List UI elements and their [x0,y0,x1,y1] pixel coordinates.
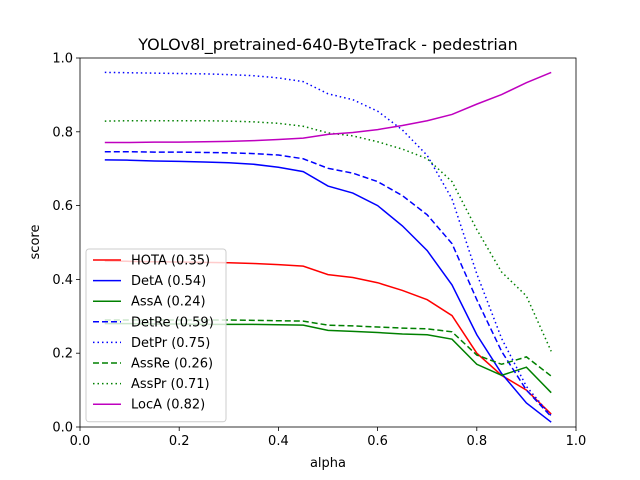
y-tick-label: 0.0 [52,421,73,436]
legend-entry-label: DetPr (0.75) [131,336,210,351]
legend-entry-label: AssA (0.24) [131,295,206,310]
y-tick-label: 0.6 [52,199,73,214]
x-tick-label: 0.8 [466,434,487,449]
series-line-6 [104,119,552,352]
x-tick-label: 0.0 [70,434,91,449]
y-axis-label: score [28,225,43,260]
legend-entry-label: LocA (0.82) [131,398,205,413]
legend-entry-label: AssPr (0.71) [131,377,210,392]
x-axis-label: alpha [310,456,346,471]
legend: HOTA (0.35) DetA (0.54) AssA (0.24) DetRe (… [85,248,227,423]
plot-frame [79,57,577,428]
chart-title: YOLOv8l_pretrained-640-ByteTrack - pedes… [137,35,517,55]
legend-entry-label: DetA (0.54) [131,274,206,289]
legend-entry-label: AssRe (0.26) [131,357,213,372]
x-tick-label: 0.6 [367,434,388,449]
y-tick-label: 0.8 [52,125,73,140]
x-tick-label: 0.2 [169,434,190,449]
series-line-1 [104,159,552,423]
legend-entry-label: HOTA (0.35) [131,254,210,269]
x-tick-label: 1.0 [566,434,587,449]
series-line-3 [104,150,552,418]
series-line-4 [104,71,552,417]
y-tick-label: 0.2 [52,347,73,362]
y-axis: 0.0 0.2 0.4 0.6 0.8 1.0 [52,52,80,436]
series-line-7 [104,71,552,144]
x-tick-label: 0.4 [268,434,289,449]
legend-entry-label: DetRe (0.59) [131,315,214,330]
y-tick-label: 0.4 [52,273,73,288]
legend-box [85,248,227,423]
x-axis: 0.0 0.2 0.4 0.6 0.8 1.0 [70,427,587,449]
y-tick-label: 1.0 [52,52,73,67]
